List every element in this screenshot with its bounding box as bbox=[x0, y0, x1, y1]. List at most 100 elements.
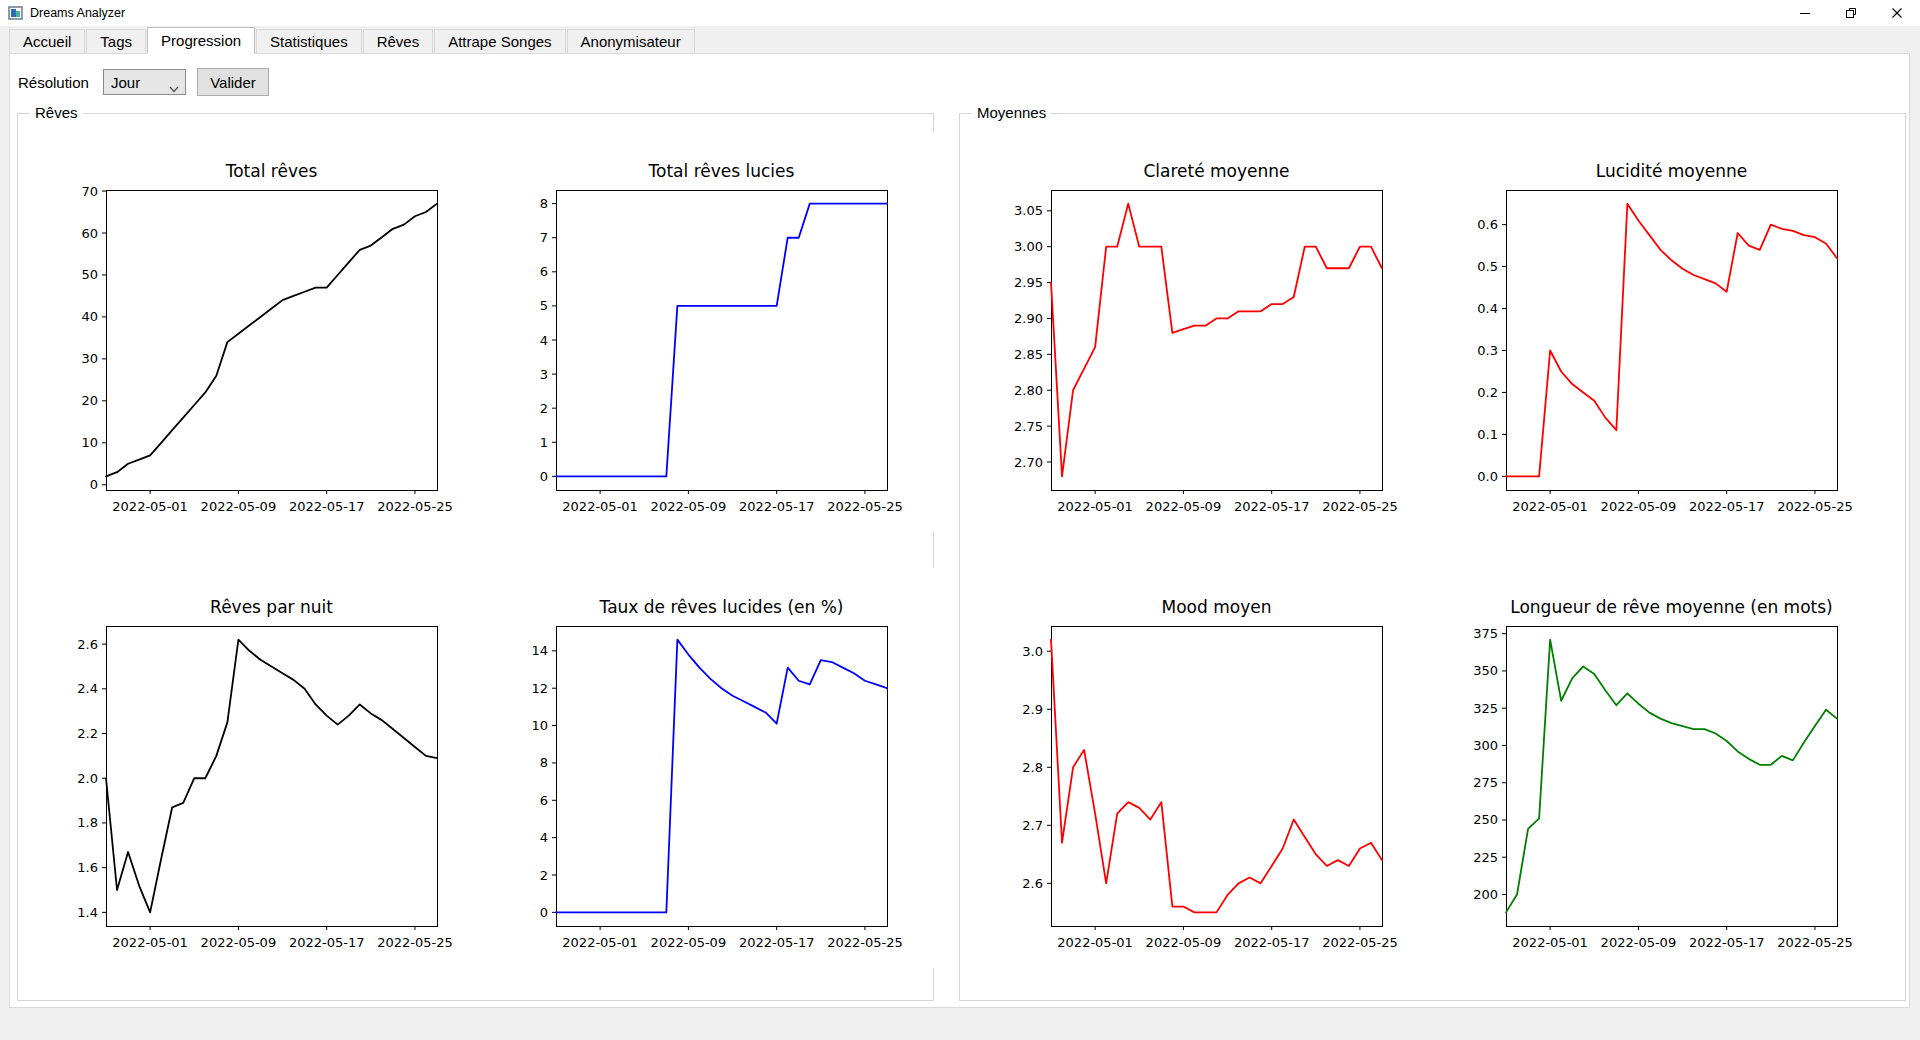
svg-text:40: 40 bbox=[81, 309, 98, 324]
svg-text:2022-05-09: 2022-05-09 bbox=[1146, 935, 1222, 950]
svg-text:0.3: 0.3 bbox=[1477, 343, 1498, 358]
svg-text:8: 8 bbox=[540, 755, 548, 770]
svg-text:2022-05-01: 2022-05-01 bbox=[562, 935, 638, 950]
restore-icon bbox=[1845, 7, 1857, 19]
group-moyennes: Moyennes Clareté moyenne2.702.752.802.85… bbox=[959, 113, 1906, 1001]
svg-text:2022-05-17: 2022-05-17 bbox=[1689, 935, 1765, 950]
svg-text:0.4: 0.4 bbox=[1477, 301, 1498, 316]
svg-text:375: 375 bbox=[1473, 626, 1498, 641]
svg-text:0: 0 bbox=[540, 469, 548, 484]
svg-text:8: 8 bbox=[540, 196, 548, 211]
svg-text:0.1: 0.1 bbox=[1477, 427, 1498, 442]
svg-text:2022-05-17: 2022-05-17 bbox=[289, 499, 365, 514]
close-icon bbox=[1891, 7, 1903, 19]
svg-text:0.2: 0.2 bbox=[1477, 385, 1498, 400]
svg-text:2.85: 2.85 bbox=[1014, 347, 1043, 362]
svg-text:2.6: 2.6 bbox=[77, 637, 98, 652]
svg-text:200: 200 bbox=[1473, 887, 1498, 902]
minimize-button[interactable] bbox=[1782, 0, 1828, 26]
svg-text:2.90: 2.90 bbox=[1014, 311, 1043, 326]
svg-text:250: 250 bbox=[1473, 812, 1498, 827]
tab-anonymisateur[interactable]: Anonymisateur bbox=[567, 29, 695, 53]
resolution-select[interactable]: Jour bbox=[103, 69, 186, 95]
svg-text:Total rêves lucies: Total rêves lucies bbox=[648, 161, 795, 181]
svg-text:2022-05-17: 2022-05-17 bbox=[1234, 935, 1310, 950]
resolution-value: Jour bbox=[111, 74, 140, 91]
svg-text:2022-05-09: 2022-05-09 bbox=[1601, 499, 1677, 514]
svg-text:2022-05-25: 2022-05-25 bbox=[827, 499, 903, 514]
svg-text:2.9: 2.9 bbox=[1022, 702, 1043, 717]
chart-total-reves-lucies: Total rêves lucies0123456782022-05-01202… bbox=[482, 132, 942, 532]
svg-text:2: 2 bbox=[540, 401, 548, 416]
svg-text:2022-05-01: 2022-05-01 bbox=[1512, 935, 1588, 950]
svg-text:0: 0 bbox=[540, 905, 548, 920]
svg-text:225: 225 bbox=[1473, 850, 1498, 865]
svg-text:2022-05-01: 2022-05-01 bbox=[1057, 499, 1133, 514]
svg-text:2022-05-25: 2022-05-25 bbox=[1777, 935, 1853, 950]
svg-text:0.0: 0.0 bbox=[1477, 469, 1498, 484]
svg-text:7: 7 bbox=[540, 230, 548, 245]
restore-button[interactable] bbox=[1828, 0, 1874, 26]
svg-text:2022-05-17: 2022-05-17 bbox=[289, 935, 365, 950]
svg-text:2: 2 bbox=[540, 868, 548, 883]
svg-text:2.8: 2.8 bbox=[1022, 760, 1043, 775]
svg-text:2022-05-09: 2022-05-09 bbox=[651, 499, 727, 514]
svg-text:3.00: 3.00 bbox=[1014, 239, 1043, 254]
svg-text:10: 10 bbox=[81, 435, 98, 450]
svg-text:Lucidité moyenne: Lucidité moyenne bbox=[1596, 161, 1748, 181]
svg-text:2.2: 2.2 bbox=[77, 726, 98, 741]
svg-text:0.6: 0.6 bbox=[1477, 217, 1498, 232]
svg-text:325: 325 bbox=[1473, 701, 1498, 716]
svg-text:6: 6 bbox=[540, 793, 548, 808]
svg-text:50: 50 bbox=[81, 267, 98, 282]
svg-text:Rêves par nuit: Rêves par nuit bbox=[210, 597, 333, 617]
chart-reves-par-nuit: Rêves par nuit1.41.61.82.02.22.42.62022-… bbox=[32, 568, 492, 968]
chart-mood-moyen: Mood moyen2.62.72.82.93.02022-05-012022-… bbox=[977, 568, 1437, 968]
resolution-label: Résolution bbox=[18, 74, 89, 91]
window-title: Dreams Analyzer bbox=[30, 6, 125, 20]
svg-text:2022-05-09: 2022-05-09 bbox=[1601, 935, 1677, 950]
svg-text:2022-05-17: 2022-05-17 bbox=[739, 935, 815, 950]
chart-lucidite-moyenne: Lucidité moyenne0.00.10.20.30.40.50.6202… bbox=[1432, 132, 1892, 532]
svg-text:4: 4 bbox=[540, 333, 548, 348]
app-window: { "window": { "title": "Dreams Analyzer"… bbox=[0, 0, 1920, 1040]
svg-text:2.6: 2.6 bbox=[1022, 876, 1043, 891]
valider-button[interactable]: Valider bbox=[197, 68, 269, 96]
svg-text:3: 3 bbox=[540, 367, 548, 382]
tab-page-progression: Résolution Jour Valider Rêves Total rêve… bbox=[9, 53, 1910, 1008]
svg-text:2022-05-09: 2022-05-09 bbox=[201, 935, 277, 950]
svg-text:6: 6 bbox=[540, 264, 548, 279]
svg-text:275: 275 bbox=[1473, 775, 1498, 790]
group-reves-label: Rêves bbox=[30, 104, 83, 121]
svg-text:12: 12 bbox=[531, 681, 548, 696]
tab-statistiques[interactable]: Statistiques bbox=[256, 29, 362, 53]
svg-text:Mood moyen: Mood moyen bbox=[1162, 597, 1272, 617]
svg-text:Clareté moyenne: Clareté moyenne bbox=[1143, 161, 1289, 181]
svg-text:2.7: 2.7 bbox=[1022, 818, 1043, 833]
close-button[interactable] bbox=[1874, 0, 1920, 26]
svg-text:10: 10 bbox=[531, 718, 548, 733]
tab-tags[interactable]: Tags bbox=[86, 29, 146, 53]
svg-text:2.75: 2.75 bbox=[1014, 419, 1043, 434]
svg-text:2022-05-25: 2022-05-25 bbox=[827, 935, 903, 950]
svg-text:2022-05-25: 2022-05-25 bbox=[1777, 499, 1853, 514]
chart-clarete-moyenne: Clareté moyenne2.702.752.802.852.902.953… bbox=[977, 132, 1437, 532]
svg-text:2.70: 2.70 bbox=[1014, 455, 1043, 470]
svg-text:Total rêves: Total rêves bbox=[225, 161, 318, 181]
tab-reves[interactable]: Rêves bbox=[363, 29, 434, 53]
chevron-down-icon bbox=[169, 79, 179, 96]
svg-text:2022-05-09: 2022-05-09 bbox=[651, 935, 727, 950]
tab-attrape-songes[interactable]: Attrape Songes bbox=[434, 29, 565, 53]
svg-text:2.0: 2.0 bbox=[77, 771, 98, 786]
svg-text:5: 5 bbox=[540, 298, 548, 313]
tab-accueil[interactable]: Accueil bbox=[9, 29, 85, 53]
svg-text:14: 14 bbox=[531, 643, 548, 658]
tab-progression[interactable]: Progression bbox=[147, 27, 255, 54]
svg-text:0: 0 bbox=[90, 477, 98, 492]
svg-text:2022-05-01: 2022-05-01 bbox=[1512, 499, 1588, 514]
chart-taux-reves-lucides: Taux de rêves lucides (en %)024681012142… bbox=[482, 568, 942, 968]
window-controls bbox=[1782, 0, 1920, 26]
svg-text:2.4: 2.4 bbox=[77, 681, 98, 696]
svg-text:Taux de rêves lucides (en %): Taux de rêves lucides (en %) bbox=[599, 597, 844, 617]
svg-text:1.6: 1.6 bbox=[77, 860, 98, 875]
